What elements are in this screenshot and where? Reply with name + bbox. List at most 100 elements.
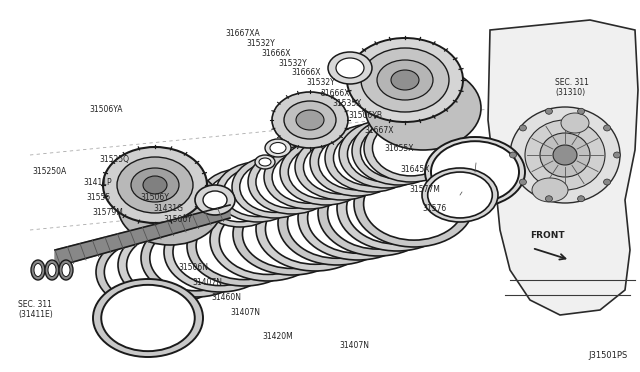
Ellipse shape <box>545 108 552 114</box>
Text: 31532Y: 31532Y <box>306 78 335 87</box>
Ellipse shape <box>164 212 276 292</box>
Ellipse shape <box>256 187 374 271</box>
Ellipse shape <box>328 177 428 249</box>
Text: 31407N: 31407N <box>339 341 369 350</box>
Text: 31411P: 31411P <box>83 178 112 187</box>
Text: 31506YB: 31506YB <box>349 111 383 120</box>
Ellipse shape <box>431 141 519 203</box>
Ellipse shape <box>200 169 280 227</box>
Text: FRONT: FRONT <box>530 231 564 240</box>
Ellipse shape <box>509 152 516 158</box>
Ellipse shape <box>34 263 42 276</box>
Text: 31420M: 31420M <box>262 332 293 341</box>
Ellipse shape <box>195 185 235 215</box>
Ellipse shape <box>117 157 193 213</box>
Ellipse shape <box>196 212 292 280</box>
Text: 31666X: 31666X <box>320 89 349 97</box>
Text: 31655X: 31655X <box>384 144 413 153</box>
Ellipse shape <box>296 110 324 130</box>
Text: J31501PS: J31501PS <box>589 351 628 360</box>
Text: 31506Y: 31506Y <box>163 215 192 224</box>
Ellipse shape <box>264 145 354 209</box>
Text: 31555: 31555 <box>86 193 111 202</box>
Ellipse shape <box>361 48 449 112</box>
Text: 31577M: 31577M <box>410 185 440 194</box>
Ellipse shape <box>348 126 424 182</box>
Text: 31532Y: 31532Y <box>246 39 275 48</box>
Ellipse shape <box>62 263 70 276</box>
Ellipse shape <box>545 196 552 202</box>
Ellipse shape <box>266 194 365 264</box>
Ellipse shape <box>265 139 291 157</box>
Ellipse shape <box>532 178 568 202</box>
Ellipse shape <box>104 241 192 303</box>
Ellipse shape <box>308 183 408 253</box>
Ellipse shape <box>319 134 396 190</box>
Ellipse shape <box>150 225 242 291</box>
Ellipse shape <box>553 145 577 165</box>
Ellipse shape <box>141 219 251 297</box>
Ellipse shape <box>287 188 387 258</box>
Ellipse shape <box>131 168 179 202</box>
Ellipse shape <box>520 125 527 131</box>
Ellipse shape <box>336 58 364 78</box>
Ellipse shape <box>318 170 438 256</box>
Ellipse shape <box>604 179 611 185</box>
Ellipse shape <box>220 206 317 275</box>
Ellipse shape <box>288 145 364 199</box>
Ellipse shape <box>577 196 584 202</box>
Ellipse shape <box>377 60 433 100</box>
Ellipse shape <box>354 161 474 247</box>
Text: 31667XA: 31667XA <box>225 29 260 38</box>
Text: 31506N: 31506N <box>178 263 208 272</box>
Ellipse shape <box>577 108 584 114</box>
Ellipse shape <box>272 92 348 148</box>
Ellipse shape <box>364 114 458 182</box>
Text: 31535X: 31535X <box>333 99 362 108</box>
Ellipse shape <box>540 133 590 177</box>
Text: SEC. 311
(31310): SEC. 311 (31310) <box>555 78 589 97</box>
Ellipse shape <box>280 139 372 205</box>
Ellipse shape <box>223 167 292 217</box>
Ellipse shape <box>520 179 527 185</box>
Text: 31407N: 31407N <box>230 308 260 317</box>
Ellipse shape <box>428 172 492 218</box>
Ellipse shape <box>310 128 404 196</box>
Ellipse shape <box>365 66 481 150</box>
Ellipse shape <box>256 156 328 208</box>
Ellipse shape <box>328 52 372 84</box>
Ellipse shape <box>614 152 621 158</box>
Ellipse shape <box>93 279 203 357</box>
Ellipse shape <box>232 156 318 218</box>
Ellipse shape <box>255 155 275 169</box>
Text: 31506Y: 31506Y <box>141 193 170 202</box>
Ellipse shape <box>96 235 200 309</box>
Ellipse shape <box>127 233 218 297</box>
Ellipse shape <box>372 120 449 176</box>
Text: 31407N: 31407N <box>192 278 222 287</box>
Polygon shape <box>55 205 230 267</box>
Ellipse shape <box>210 199 326 281</box>
Ellipse shape <box>203 191 227 209</box>
Ellipse shape <box>339 120 433 188</box>
Ellipse shape <box>337 165 457 251</box>
Ellipse shape <box>118 227 226 303</box>
Text: 31579M: 31579M <box>93 208 124 217</box>
Ellipse shape <box>233 193 351 275</box>
Ellipse shape <box>248 150 336 214</box>
Ellipse shape <box>303 140 381 194</box>
Ellipse shape <box>270 142 286 154</box>
Ellipse shape <box>259 158 271 166</box>
Ellipse shape <box>272 151 346 203</box>
Ellipse shape <box>347 38 463 122</box>
Text: 31576: 31576 <box>422 204 447 213</box>
Ellipse shape <box>333 130 410 186</box>
Ellipse shape <box>31 260 45 280</box>
Ellipse shape <box>278 181 396 265</box>
Ellipse shape <box>561 113 589 133</box>
Text: 31431G: 31431G <box>154 204 184 213</box>
Text: SEC. 311
(31411E): SEC. 311 (31411E) <box>18 300 52 320</box>
Text: 31506YA: 31506YA <box>90 105 123 114</box>
Text: 31525Q: 31525Q <box>99 155 129 164</box>
Ellipse shape <box>352 117 446 185</box>
